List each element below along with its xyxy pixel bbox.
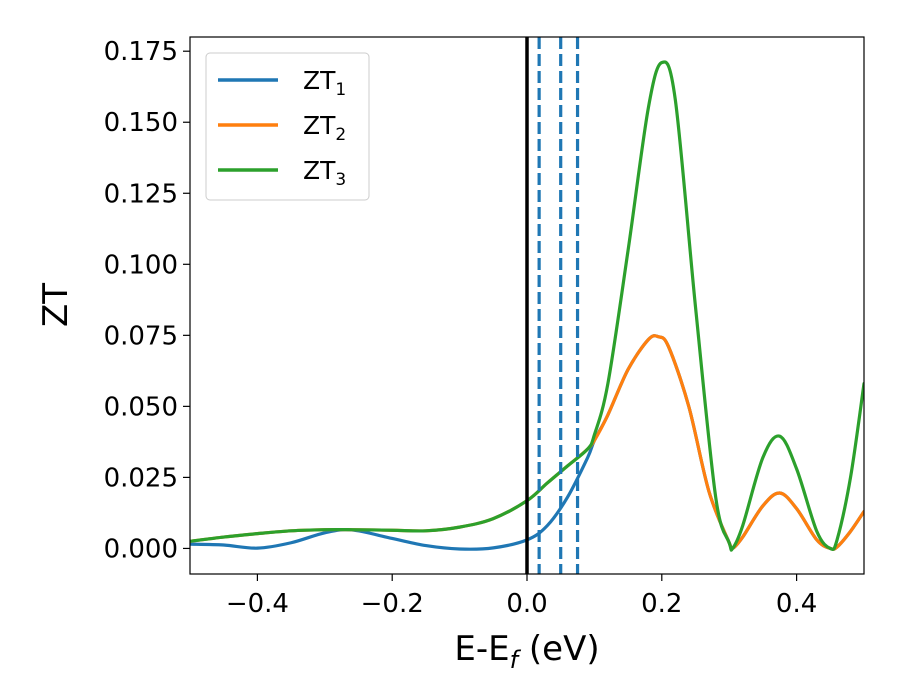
legend-label-zt1: ZT1 [303, 66, 346, 100]
y-tick-label: 0.150 [104, 108, 178, 138]
x-axis-title: E-Ef (eV) [454, 629, 599, 674]
y-tick-label: 0.075 [104, 321, 178, 351]
x-tick-label: −0.2 [361, 589, 424, 619]
y-tick-label: 0.125 [104, 179, 178, 209]
y-axis: 0.000 0.025 0.050 0.075 0.100 0.125 0.150 0.175 [104, 37, 190, 564]
x-tick-label: 0.0 [506, 589, 547, 619]
x-tick-label: −0.4 [226, 589, 289, 619]
legend-label-zt2: ZT2 [303, 111, 346, 145]
y-tick-label: 0.000 [104, 534, 178, 564]
y-tick-label: 0.050 [104, 392, 178, 422]
reference-lines-layer [525, 37, 580, 574]
legend: ZT1 ZT2 ZT3 [205, 52, 370, 201]
y-tick-label: 0.100 [104, 250, 178, 280]
x-tick-label: 0.2 [641, 589, 682, 619]
legend-label-zt3: ZT3 [303, 156, 346, 190]
plot-lines-layer [190, 60, 864, 552]
x-axis: −0.4 −0.2 0.0 0.2 0.4 [226, 574, 817, 619]
y-axis-title: ZT [36, 283, 76, 327]
y-tick-label: 0.025 [104, 463, 178, 493]
series-line-zt3 [190, 60, 864, 552]
legend-box [205, 52, 370, 201]
x-tick-label: 0.4 [776, 589, 817, 619]
y-tick-label: 0.175 [104, 37, 178, 67]
